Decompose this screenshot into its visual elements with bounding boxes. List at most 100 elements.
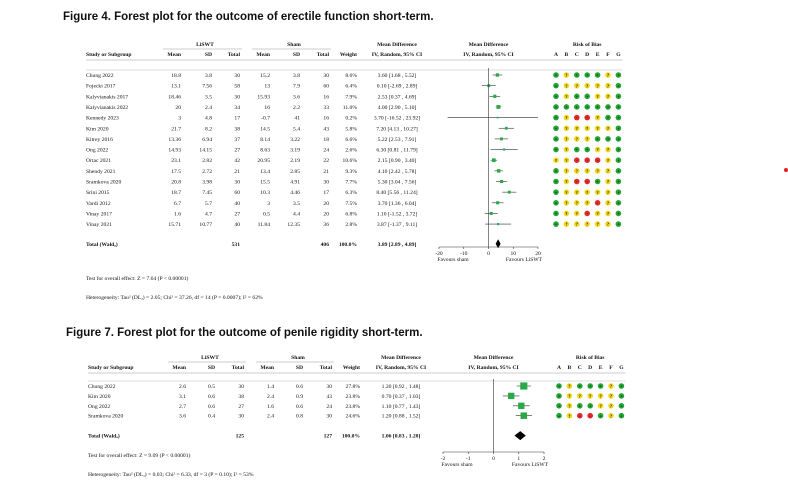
sham-total: 30	[326, 414, 332, 420]
sham-header: Sham	[287, 42, 301, 48]
rob-symbol: ?	[576, 168, 579, 173]
rob-letter-C: C	[578, 365, 582, 371]
study-weight: 6.4%	[345, 84, 357, 90]
md-sub-header: IV, Random, 95% CI	[376, 365, 426, 371]
rob-dot	[608, 412, 614, 419]
rob-symbol: +	[596, 179, 599, 184]
liswt-total: 30	[238, 384, 244, 390]
md-plot-header: Mean Difference	[469, 42, 509, 48]
rob-symbol: ?	[576, 200, 579, 205]
rob-symbol: ?	[607, 200, 610, 205]
sham-mean: 13.4	[260, 169, 270, 175]
sham-total: 43	[326, 394, 332, 400]
x-tick-label: 2	[543, 456, 546, 462]
rob-letter-D: D	[585, 52, 589, 58]
study-ci: 0.70 [0.37 , 1.03]	[382, 394, 421, 400]
study-weight: 7.5%	[345, 201, 357, 207]
rob-symbol: ?	[565, 115, 568, 120]
md-plot-header: Mean Difference	[474, 355, 514, 361]
x-tick-label: 0	[487, 251, 490, 257]
sd-header: SD	[208, 365, 215, 371]
x-tick-label: 20	[535, 251, 541, 257]
liswt-total: 37	[234, 137, 240, 143]
sham-sd: 0.8	[296, 414, 303, 420]
rob-symbol: ?	[610, 413, 613, 418]
study-weight: 7.7%	[345, 180, 357, 186]
sham-sd: 3.8	[293, 73, 300, 79]
rob-symbol: +	[558, 413, 561, 418]
liswt-total: 40	[234, 201, 240, 207]
rob-dot	[615, 221, 622, 227]
rob-dot	[605, 210, 611, 217]
rob-dot	[587, 393, 593, 399]
sham-total: 16	[323, 116, 329, 122]
rob-symbol: ?	[576, 211, 579, 216]
study-name: Srini 2015	[86, 190, 110, 196]
liswt-sd: 5.7	[205, 201, 212, 207]
liswt-mean: 13.36	[168, 137, 181, 143]
liswt-total: 38	[234, 126, 240, 132]
study-name: Fojecki 2017	[86, 84, 116, 90]
rob-symbol: +	[607, 115, 610, 120]
rob-dot	[594, 72, 601, 78]
rob-dot	[574, 82, 580, 89]
study-weight: 6.8%	[345, 211, 357, 217]
liswt-mean: 17.5	[171, 169, 181, 175]
rob-letter-A: A	[557, 365, 561, 371]
rob-dot	[553, 104, 559, 110]
sham-sd: 0.9	[296, 394, 303, 400]
rob-dot	[608, 383, 614, 389]
total-diamond	[495, 239, 501, 249]
rob-symbol: ?	[576, 137, 579, 142]
rob-dot	[605, 82, 611, 89]
rob-dot	[605, 146, 611, 153]
sham-sd: 3.19	[290, 148, 300, 154]
rob-header: Risk of Bias	[573, 42, 602, 48]
rob-symbol: ?	[596, 94, 599, 99]
study-ci: 1.20 [0.92 , 1.48]	[382, 384, 421, 390]
rob-symbol: ?	[568, 384, 571, 389]
liswt-total: 30	[234, 180, 240, 186]
rob-dot	[594, 221, 601, 227]
mean-header: Mean	[256, 52, 271, 58]
total-header: Total	[228, 52, 241, 58]
total-label: Total (Waldₐ)	[88, 433, 120, 440]
rob-symbol: +	[555, 94, 558, 99]
rob-dot	[574, 136, 580, 142]
rob-dot	[594, 104, 601, 110]
md-header: Mean Difference	[377, 42, 417, 48]
rob-symbol: ?	[607, 158, 610, 163]
rob-dot	[618, 403, 625, 409]
heterogeneity-text: Heterogeneity: Tau² (DLₐ) = 2.05; Chi² =…	[86, 294, 263, 301]
rob-letter-G: G	[616, 52, 621, 58]
total-diamond	[514, 431, 526, 441]
liswt-mean: 23.1	[171, 158, 181, 164]
rob-dot	[553, 200, 559, 206]
rob-symbol: ?	[565, 126, 568, 131]
rob-symbol: +	[555, 126, 558, 131]
rob-symbol: +	[558, 384, 561, 389]
rob-dot	[584, 125, 590, 132]
rob-symbol: +	[607, 105, 610, 110]
rob-symbol: +	[555, 190, 558, 195]
study-ci: 8.40 [5.56 , 11.24]	[376, 190, 417, 196]
rob-symbol: +	[555, 200, 558, 205]
study-name: Ortac 2021	[86, 158, 111, 164]
liswt-header: LiSWT	[196, 42, 214, 48]
overall-effect-test: Test for overall effect: Z = 7.64 (P < 0…	[86, 275, 189, 282]
rob-symbol: ?	[565, 179, 568, 184]
rob-dot	[563, 146, 570, 153]
point-estimate	[496, 105, 501, 109]
study-ci: 6.30 [0.81 , 11.79]	[376, 148, 417, 154]
total-sham-n: 406	[321, 242, 330, 248]
rob-dot	[605, 189, 611, 195]
liswt-total: 30	[234, 94, 240, 100]
study-ci: 4.10 [2.42 , 5.78]	[378, 169, 417, 175]
rob-dot	[587, 383, 593, 389]
rob-symbol: -	[586, 158, 588, 163]
point-estimate	[520, 412, 528, 419]
study-ci: 1.10 [-1.52 , 3.72]	[377, 211, 418, 217]
sham-sd: 3.5	[293, 201, 300, 207]
rob-dot	[584, 114, 590, 121]
rob-dot	[553, 82, 559, 89]
